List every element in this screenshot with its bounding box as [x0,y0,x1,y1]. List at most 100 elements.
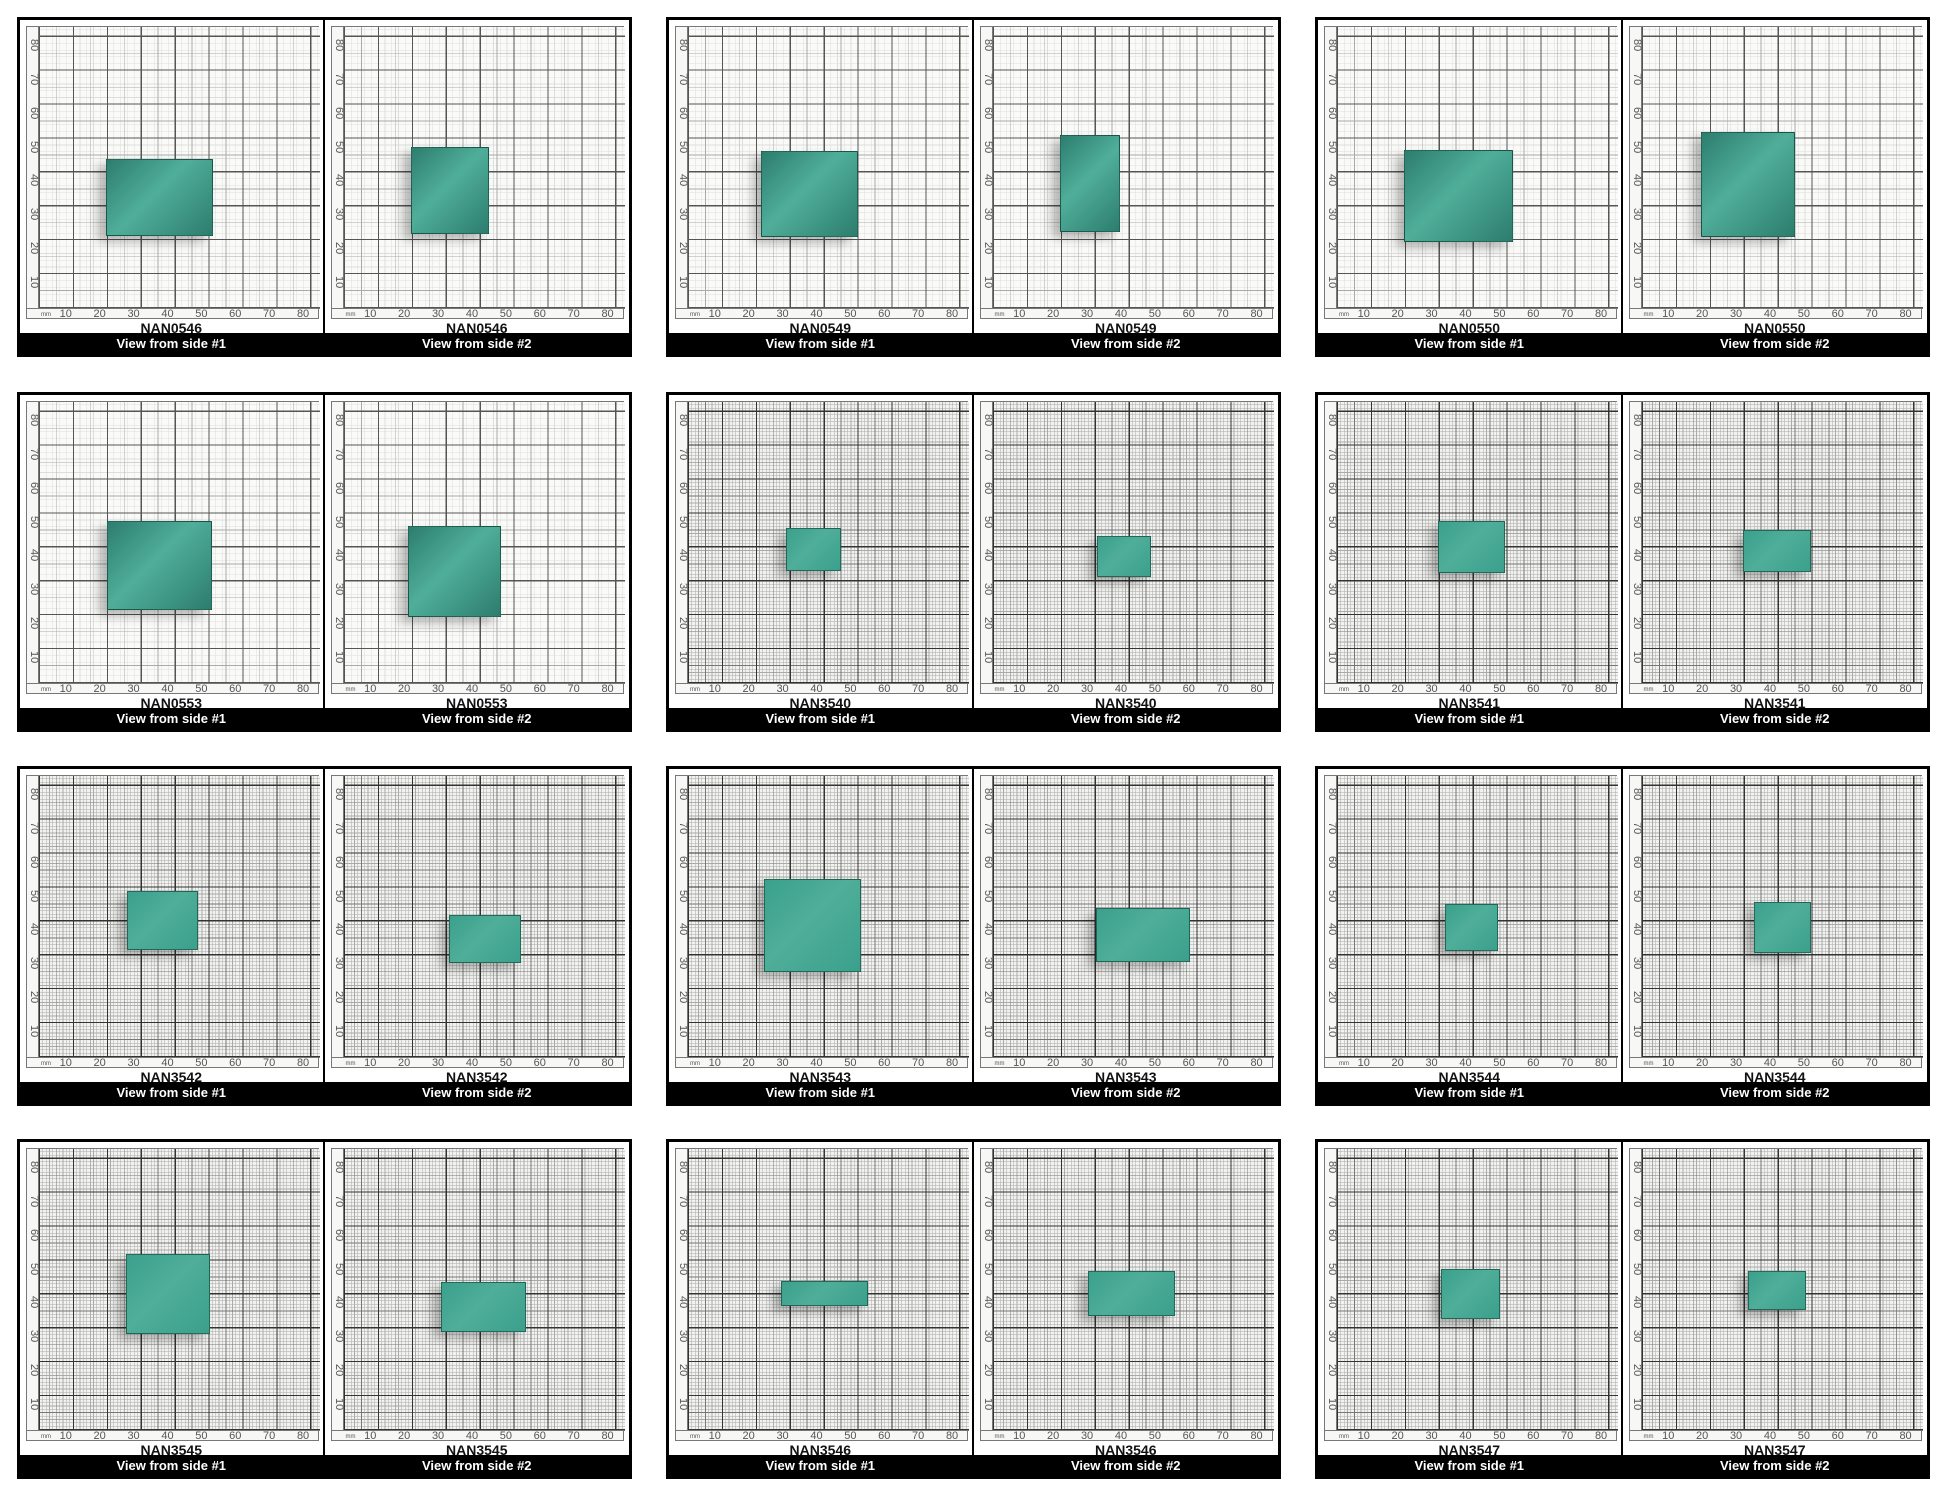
x-tick-label: 80 [296,1430,310,1442]
sample-specimen-photo [1060,135,1121,232]
x-tick-label: 50 [499,1430,512,1442]
x-tick-label: 20 [1391,1430,1404,1442]
view-2[interactable]: 10 20 30 40 50 60 70 80 mm 10 20 30 40 50 60 70 80 NAN354… [973,395,1278,729]
view-2[interactable]: 10 20 30 40 50 60 70 80 mm 10 20 30 40 50 60 70 80 NAN354… [973,769,1278,1103]
view-1[interactable]: 10 20 30 40 50 60 70 80 mm 10 20 30 40 50 60 70 80 NAN354… [20,1142,325,1476]
x-tick-label: 10 [1357,1057,1370,1069]
y-tick-label: 50 [332,515,345,528]
x-tick-label: 70 [1865,1057,1878,1069]
view-1[interactable]: 10 20 30 40 50 60 70 80 mm 10 20 30 40 50 60 70 80 NAN354… [669,395,974,729]
view-caption-bar: View from side #1 [1318,333,1621,354]
view-2[interactable]: 10 20 30 40 50 60 70 80 mm 10 20 30 40 50 60 70 80 NAN054… [973,20,1278,354]
y-tick-label: 10 [1326,651,1338,664]
x-tick-label: 20 [742,683,755,695]
sample-specimen-photo [1095,907,1190,963]
y-tick-label: 70 [1630,1194,1643,1207]
y-tick-label: 10 [981,651,994,664]
x-tick-label: 50 [844,683,857,695]
y-tick-label: 30 [28,208,40,221]
x-tick-label: 50 [499,683,512,695]
x-tick-label: 40 [1114,683,1128,695]
x-tick-label: 80 [1899,683,1912,695]
grid-area [1337,776,1618,1057]
y-tick-label: 80 [332,787,345,801]
x-tick-label: 50 [1148,308,1161,320]
y-tick-label: 60 [28,106,40,119]
sample-specimen-photo [1701,132,1796,237]
x-tick-label: 60 [878,308,891,320]
mm-grid-paper: 10 20 30 40 50 60 70 80 mm 10 20 30 40 50 60 70 80 [26,1148,320,1442]
y-tick-label: 40 [28,1296,40,1309]
view-2[interactable]: 10 20 30 40 50 60 70 80 mm 10 20 30 40 50 60 70 80 NAN055… [324,395,629,729]
y-tick-label: 80 [28,413,40,427]
x-scale: mm 10 20 30 40 50 60 70 80 [676,1057,969,1069]
x-tick-label: 60 [1182,1430,1195,1442]
y-tick-label: 50 [28,889,40,902]
x-tick-label: 60 [1831,308,1844,320]
x-tick-label: 70 [263,1430,276,1442]
x-tick-label: 60 [1182,308,1195,320]
x-tick-label: 40 [161,308,174,320]
x-tick-label: 70 [263,683,276,695]
grid-area [1337,1149,1618,1430]
view-1[interactable]: 10 20 30 40 50 60 70 80 mm 10 20 30 40 50 60 70 80 NAN354… [20,769,325,1103]
y-tick-label: 80 [1630,413,1643,427]
view-1[interactable]: 10 20 30 40 50 60 70 80 mm 10 20 30 40 50 60 70 80 NAN055… [20,395,325,729]
x-scale: mm 10 20 30 40 50 60 70 80 [1629,683,1923,695]
y-tick-label: 20 [28,991,40,1004]
unit-label: mm [41,1061,51,1067]
y-tick-label: 70 [28,1194,40,1207]
view-2[interactable]: 10 20 30 40 50 60 70 80 mm 10 20 30 40 50 60 70 80 NAN354… [973,1142,1278,1476]
view-1[interactable]: 10 20 30 40 50 60 70 80 mm 10 20 30 40 50 60 70 80 NAN054… [20,20,325,354]
y-tick-label: 10 [1630,1025,1643,1038]
mm-grid-paper: 10 20 30 40 50 60 70 80 mm 10 20 30 40 50 60 70 80 [330,1148,625,1442]
x-tick-label: 20 [1047,1430,1060,1442]
x-tick-label: 50 [1148,1430,1161,1442]
x-tick-label: 70 [567,1430,580,1442]
x-tick-label: 50 [195,1057,208,1069]
y-tick-label: 10 [677,1025,689,1038]
mm-grid-paper: 10 20 30 40 50 60 70 80 mm 10 20 30 40 50 60 70 80 [1628,401,1923,695]
view-1[interactable]: 10 20 30 40 50 60 70 80 mm 10 20 30 40 50 60 70 80 NAN054… [669,20,974,354]
x-tick-label: 70 [1865,683,1878,695]
x-tick-label: 80 [601,1057,614,1069]
x-tick-label: 50 [195,1430,208,1442]
view-2[interactable]: 10 20 30 40 50 60 70 80 mm 10 20 30 40 50 60 70 80 NAN354… [1622,1142,1927,1476]
x-tick-label: 60 [229,1430,242,1442]
view-2[interactable]: 10 20 30 40 50 60 70 80 mm 10 20 30 40 50 60 70 80 NAN054… [324,20,629,354]
y-tick-label: 60 [677,481,689,494]
x-tick-label: 80 [1594,1430,1608,1442]
view-2[interactable]: 10 20 30 40 50 60 70 80 mm 10 20 30 40 50 60 70 80 NAN354… [1622,395,1927,729]
view-1[interactable]: 10 20 30 40 50 60 70 80 mm 10 20 30 40 50 60 70 80 NAN055… [1318,20,1623,354]
view-2[interactable]: 10 20 30 40 50 60 70 80 mm 10 20 30 40 50 60 70 80 NAN354… [1622,769,1927,1103]
x-tick-label: 60 [878,1057,891,1069]
view-2[interactable]: 10 20 30 40 50 60 70 80 mm 10 20 30 40 50 60 70 80 NAN354… [324,769,629,1103]
grid-area [1641,402,1923,683]
x-tick-label: 40 [465,683,479,695]
y-tick-label: 10 [981,276,994,289]
y-tick-label: 40 [1630,549,1643,562]
unit-label: mm [41,1434,51,1440]
view-1[interactable]: 10 20 30 40 50 60 70 80 mm 10 20 30 40 50 60 70 80 NAN354… [1318,395,1623,729]
y-tick-label: 50 [1326,140,1338,153]
view-1[interactable]: 10 20 30 40 50 60 70 80 mm 10 20 30 40 50 60 70 80 NAN354… [1318,769,1623,1103]
view-2[interactable]: 10 20 30 40 50 60 70 80 mm 10 20 30 40 50 60 70 80 NAN055… [1622,20,1927,354]
y-tick-label: 30 [28,583,40,596]
x-scale: mm 10 20 30 40 50 60 70 80 [676,683,969,695]
y-tick-label: 80 [677,413,689,427]
view-2[interactable]: 10 20 30 40 50 60 70 80 mm 10 20 30 40 50 60 70 80 NAN354… [324,1142,629,1476]
sample-id-label: NAN3543 [1095,1069,1157,1085]
y-tick-label: 30 [1326,1330,1338,1343]
y-tick-label: 40 [332,549,345,562]
x-tick-label: 70 [1865,1430,1878,1442]
grid-area [39,776,320,1057]
y-tick-label: 80 [1630,38,1643,52]
x-tick-label: 60 [878,1430,891,1442]
view-1[interactable]: 10 20 30 40 50 60 70 80 mm 10 20 30 40 50 60 70 80 NAN354… [1318,1142,1623,1476]
x-tick-label: 60 [1527,308,1540,320]
view-1[interactable]: 10 20 30 40 50 60 70 80 mm 10 20 30 40 50 60 70 80 NAN354… [669,1142,974,1476]
x-tick-label: 10 [708,1430,721,1442]
view-1[interactable]: 10 20 30 40 50 60 70 80 mm 10 20 30 40 50 60 70 80 NAN354… [669,769,974,1103]
y-tick-label: 20 [677,617,689,630]
specimen-panel: 10 20 30 40 50 60 70 80 mm 10 20 30 40 50 60 70 80 NAN054… [17,17,632,357]
